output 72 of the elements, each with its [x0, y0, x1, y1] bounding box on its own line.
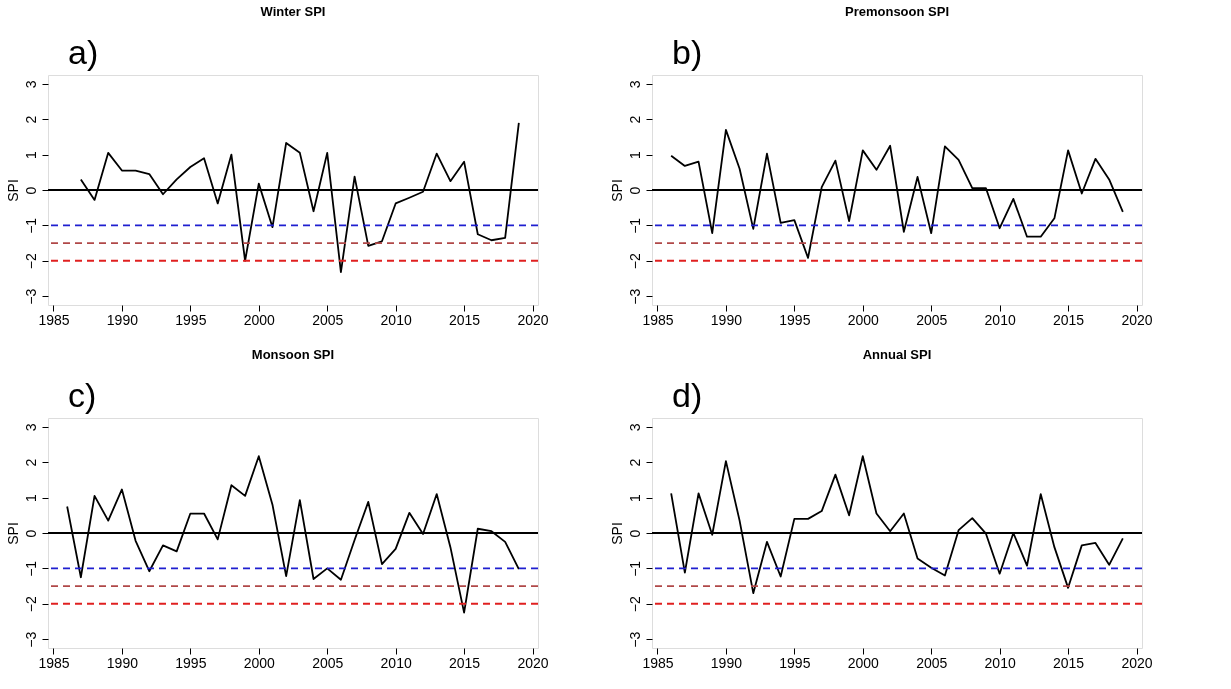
y-tick-label: 1	[22, 494, 39, 503]
y-tick-label: 3	[22, 80, 39, 89]
y-tick-label: 3	[626, 80, 643, 89]
y-axis-title: SPI	[608, 179, 625, 202]
x-tick-label: 2005	[312, 654, 344, 671]
x-tick-label: 1990	[710, 311, 743, 328]
y-tick-label: 0	[22, 186, 39, 195]
y-tick-label: 0	[626, 529, 643, 538]
y-tick-label: 3	[626, 423, 643, 432]
x-tick-label: 2000	[847, 311, 880, 328]
y-axis-title: SPI	[4, 522, 21, 545]
y-tick-label: −2	[626, 596, 643, 613]
y-tick-label: −2	[22, 596, 39, 613]
x-tick-label: 2000	[243, 311, 276, 328]
y-tick-label: 1	[626, 494, 643, 503]
chart-title: Annual SPI	[862, 347, 932, 362]
y-tick-label: −3	[22, 288, 39, 305]
x-tick-label: 1985	[38, 311, 70, 328]
y-tick-label: 1	[22, 151, 39, 160]
x-tick-label: 1995	[779, 311, 811, 328]
x-tick-label: 2020	[1121, 654, 1153, 671]
y-axis-title: SPI	[608, 522, 625, 545]
y-axis-title: SPI	[4, 179, 21, 202]
y-tick-label: −3	[626, 631, 643, 648]
x-tick-label: 2005	[916, 654, 948, 671]
y-tick-label: 3	[22, 423, 39, 432]
y-tick-label: −1	[22, 217, 39, 234]
x-tick-label: 1985	[642, 311, 674, 328]
x-tick-label: 2015	[1053, 311, 1085, 328]
x-tick-label: 1990	[710, 654, 743, 671]
x-tick-label: 2010	[380, 311, 412, 328]
x-tick-label: 2015	[449, 311, 481, 328]
x-tick-label: 2015	[449, 654, 481, 671]
y-tick-label: −1	[22, 560, 39, 577]
x-tick-label: 2000	[243, 654, 276, 671]
y-tick-label: 2	[626, 458, 643, 467]
x-tick-label: 2015	[1053, 654, 1085, 671]
y-tick-label: 2	[22, 458, 39, 467]
y-tick-label: −3	[22, 631, 39, 648]
chart-title: Winter SPI	[260, 4, 326, 19]
y-tick-label: 0	[626, 186, 643, 195]
x-tick-label: 1995	[175, 654, 207, 671]
text: a)	[68, 33, 99, 71]
text: b)	[672, 33, 703, 71]
y-tick-label: −1	[626, 217, 643, 234]
y-tick-label: 0	[22, 529, 39, 538]
x-tick-label: 1995	[175, 311, 207, 328]
x-tick-label: 1990	[106, 311, 139, 328]
y-tick-label: 1	[626, 151, 643, 160]
y-tick-label: −1	[626, 560, 643, 577]
text: c)	[68, 376, 97, 414]
x-tick-label: 2010	[380, 654, 412, 671]
y-tick-label: 2	[22, 115, 39, 124]
y-tick-label: −2	[22, 253, 39, 270]
y-tick-label: −3	[626, 288, 643, 305]
text: d)	[672, 376, 703, 414]
x-tick-label: 2020	[1121, 311, 1153, 328]
x-tick-label: 2005	[312, 311, 344, 328]
chart-title: Monsoon SPI	[251, 347, 335, 362]
x-tick-label: 2020	[517, 654, 549, 671]
x-tick-label: 1995	[779, 654, 811, 671]
y-tick-label: 2	[626, 115, 643, 124]
x-tick-label: 1985	[642, 654, 674, 671]
chart-title: Premonsoon SPI	[844, 4, 950, 19]
x-tick-label: 1990	[106, 654, 139, 671]
x-tick-label: 2010	[984, 311, 1016, 328]
x-tick-label: 2020	[517, 311, 549, 328]
x-tick-label: 2010	[984, 654, 1016, 671]
y-tick-label: −2	[626, 253, 643, 270]
x-tick-label: 1985	[38, 654, 70, 671]
x-tick-label: 2005	[916, 311, 948, 328]
x-tick-label: 2000	[847, 654, 880, 671]
